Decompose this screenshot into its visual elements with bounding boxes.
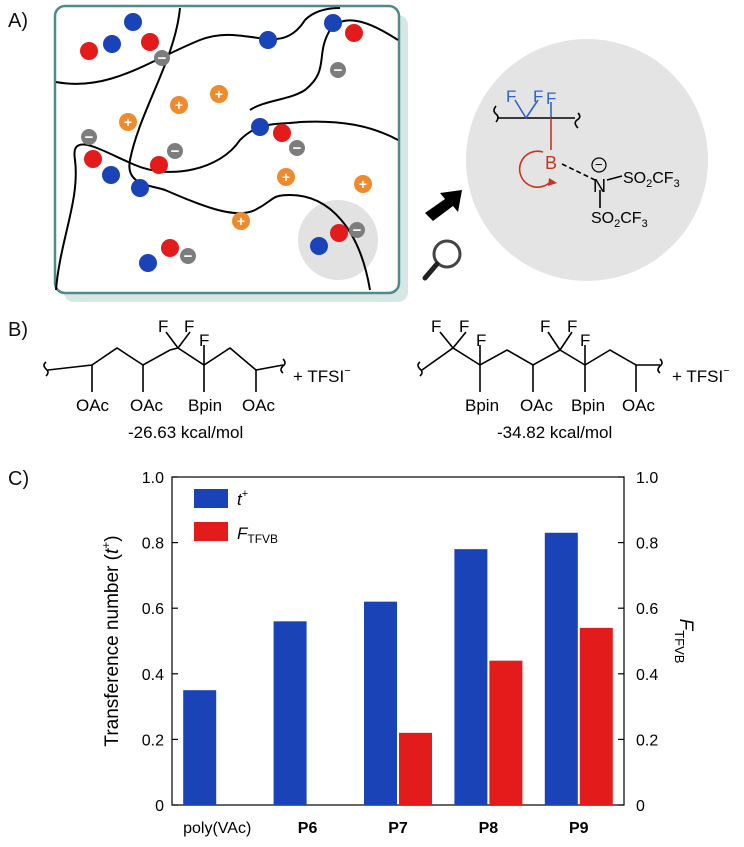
right-y-axis-label: FTFVB	[672, 619, 696, 664]
svg-text:−: −	[171, 143, 180, 160]
svg-text:N: N	[593, 176, 606, 196]
svg-text:B: B	[545, 153, 557, 173]
y-tick-label-left: 0.2	[142, 732, 164, 749]
bar-f-tfvb-p9	[579, 627, 613, 805]
svg-text:F: F	[431, 317, 441, 336]
svg-text:−: −	[85, 129, 94, 146]
panel-label-b: B)	[8, 319, 28, 341]
svg-text:+ TFSI−: + TFSI−	[293, 365, 351, 386]
svg-text:+: +	[359, 176, 367, 192]
bar-t-plus-p8	[454, 549, 488, 805]
svg-text:Bpin: Bpin	[188, 396, 222, 415]
y-tick-label-right: 1.0	[636, 470, 658, 487]
y-tick-label-right: 0.4	[636, 667, 658, 684]
svg-text:Bpin: Bpin	[571, 396, 605, 415]
legend: t+ FTFVB	[194, 488, 278, 546]
svg-text:OAc: OAc	[242, 396, 276, 415]
transference-bar-chart: 0 0 0.2 0.2 0.4 0.4 0.6 0.6 0.8 0.8 1.0 1.0 poly(VA…	[99, 470, 696, 837]
legend-swatch-f-tfvb	[194, 522, 228, 541]
svg-text:+: +	[124, 114, 132, 130]
arrow-icon	[425, 190, 462, 221]
panel-label-c: C)	[8, 468, 30, 490]
left-y-axis-label: Transference number (t+)	[99, 535, 123, 746]
svg-text:SO2CF3: SO2CF3	[623, 170, 680, 190]
svg-text:OAc: OAc	[622, 396, 656, 415]
right-polymer-skeleton	[417, 331, 663, 392]
bar-f-tfvb-p7	[399, 732, 432, 805]
y-tick-label-right: 0.6	[636, 601, 658, 618]
svg-text:−: −	[184, 248, 193, 265]
magnifier-icon	[422, 239, 462, 281]
panel-a-polymer-scheme: − − − − − − − + + + + + +	[53, 4, 708, 302]
left-polymer-skeleton	[43, 331, 286, 392]
y-tick-label-right: 0	[636, 798, 645, 815]
svg-text:SO2CF3: SO2CF3	[591, 210, 648, 230]
y-tick-label-left: 0.8	[142, 536, 164, 553]
svg-text:F: F	[580, 331, 590, 350]
bar-t-plus-p9	[544, 532, 578, 805]
svg-text:F: F	[459, 317, 469, 336]
svg-text:F: F	[506, 87, 516, 106]
x-tick-label: P6	[298, 820, 318, 837]
plot-frame	[171, 476, 625, 806]
y-tick-label-right: 0.8	[636, 536, 658, 553]
cations	[119, 85, 372, 230]
legend-swatch-t-plus	[194, 489, 228, 508]
svg-text:+: +	[237, 213, 245, 229]
y-tick-label-right: 0.2	[636, 732, 658, 749]
zoom-circle	[466, 39, 708, 281]
svg-text:OAc: OAc	[76, 396, 110, 415]
svg-text:F: F	[184, 317, 194, 336]
x-tick-label: P7	[388, 820, 408, 837]
bar-t-plus-poly-vac-	[183, 690, 217, 805]
svg-text:-26.63 kcal/mol: -26.63 kcal/mol	[128, 423, 243, 442]
panel-label-a: A)	[8, 10, 28, 32]
svg-text:Bpin: Bpin	[465, 396, 499, 415]
svg-text:F: F	[540, 317, 550, 336]
legend-label-f-tfvb: FTFVB	[237, 524, 278, 546]
y-tick-label-left: 0	[155, 798, 164, 815]
svg-text:F: F	[199, 331, 209, 350]
svg-text:OAc: OAc	[130, 396, 164, 415]
left-polymer-labels: F F F OAc OAc Bpin OAc -26.63 kcal/mol +…	[76, 317, 351, 442]
svg-text:−: −	[293, 140, 302, 157]
svg-text:F: F	[476, 331, 486, 350]
boron-complex-structure	[493, 99, 623, 208]
svg-text:+: +	[282, 169, 290, 185]
panel-b-structures: F F F OAc OAc Bpin OAc -26.63 kcal/mol +…	[43, 317, 730, 442]
svg-text:−: −	[595, 157, 603, 172]
y-tick-label-left: 1.0	[142, 470, 164, 487]
bar-t-plus-p7	[364, 601, 397, 805]
svg-text:OAc: OAc	[520, 396, 554, 415]
bar-t-plus-p6	[273, 621, 307, 805]
bar-f-tfvb-p8	[489, 660, 523, 805]
svg-text:F: F	[533, 87, 543, 106]
y-tick-label-left: 0.4	[142, 667, 164, 684]
svg-text:−: −	[158, 50, 167, 67]
legend-label-t-plus: t+	[237, 488, 248, 509]
svg-text:+: +	[175, 97, 183, 113]
svg-text:F: F	[158, 317, 168, 336]
svg-text:−: −	[334, 62, 343, 79]
svg-text:+ TFSI−: + TFSI−	[672, 365, 730, 386]
svg-text:F: F	[546, 89, 556, 108]
zoom-atom-labels: F F F B N − SO2CF3 SO2CF3	[506, 87, 680, 230]
x-tick-label: poly(VAc)	[183, 820, 251, 837]
svg-text:−: −	[353, 222, 362, 239]
x-tick-label: P9	[569, 820, 589, 837]
right-polymer-labels: F F F F F F Bpin OAc Bpin OAc -34.82 kca…	[431, 317, 730, 442]
svg-text:+: +	[215, 86, 223, 102]
cation-signs: + + + + + +	[124, 86, 367, 229]
ion-pairs	[80, 13, 365, 272]
svg-text:-34.82 kcal/mol: -34.82 kcal/mol	[497, 423, 612, 442]
svg-text:F: F	[567, 317, 577, 336]
x-tick-label: P8	[479, 820, 499, 837]
polymer-chains	[55, 7, 399, 291]
y-tick-label-left: 0.6	[142, 601, 164, 618]
anion-signs: − − − − − − −	[85, 50, 362, 265]
